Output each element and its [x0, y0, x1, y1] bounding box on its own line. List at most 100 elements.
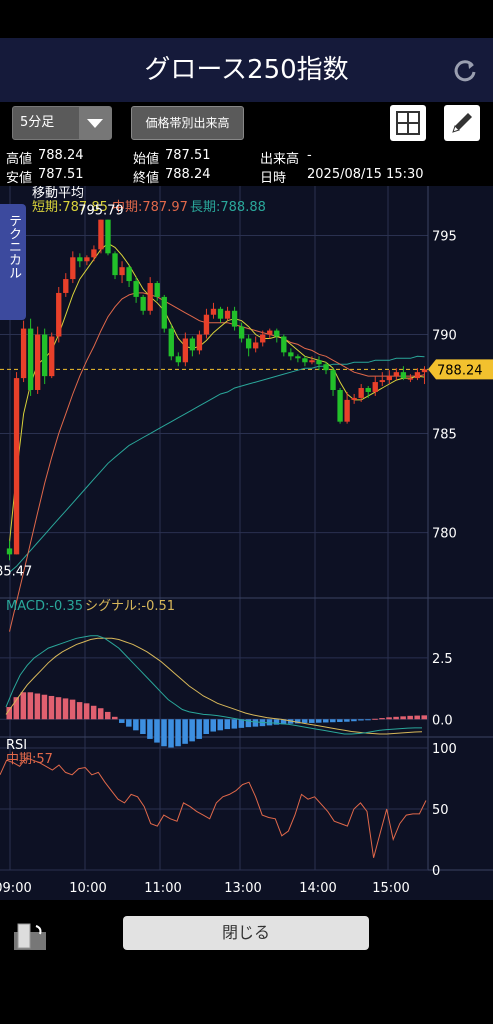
candle-body	[112, 253, 118, 276]
macd-histogram-bar	[323, 719, 329, 723]
rsi-tick-label: 0	[432, 864, 440, 879]
candle-body	[281, 336, 287, 353]
candle-body	[27, 328, 34, 390]
candle-body	[260, 334, 266, 343]
close-value: 788.24	[165, 167, 211, 182]
low-annotation: 785.47	[0, 564, 32, 579]
technical-tab[interactable]: テクニカル	[0, 204, 26, 320]
candle-body	[302, 358, 308, 363]
macd-histogram-bar	[344, 719, 350, 722]
candle-body	[161, 296, 167, 329]
macd-histogram-bar	[112, 716, 118, 720]
ma-legend-long: 長期:788.88	[190, 200, 266, 215]
candle-body	[98, 219, 104, 250]
macd-histogram-bar	[245, 719, 252, 728]
candles	[6, 219, 428, 561]
candle-body	[168, 328, 174, 357]
candle-body	[316, 360, 322, 365]
macd-histogram-bar	[20, 692, 27, 720]
candle-body	[119, 267, 125, 276]
macd-panel	[5, 635, 427, 748]
macd-histogram-bar	[379, 718, 385, 720]
rotate-phone-icon[interactable]	[12, 920, 48, 952]
low-label: 安値	[6, 171, 33, 186]
x-tick-label: 10:00	[69, 881, 106, 896]
candle-body	[351, 397, 357, 400]
refresh-icon[interactable]	[451, 56, 479, 84]
macd-histogram-bar	[287, 719, 294, 724]
candle-body	[196, 334, 203, 351]
candle-body	[56, 292, 62, 337]
candle-body	[105, 219, 111, 254]
macd-histogram-bar	[69, 699, 76, 720]
interval-select[interactable]: 5分足	[12, 106, 112, 140]
price-volume-button[interactable]: 価格帯別出来高	[131, 106, 244, 140]
macd-histogram-bar	[372, 718, 378, 720]
candle-body	[245, 338, 252, 349]
candle-body	[20, 328, 27, 379]
macd-histogram-bar	[154, 719, 160, 743]
open-label: 始値	[133, 152, 160, 167]
macd-histogram-bar	[400, 716, 406, 720]
ma-legend-title: 移動平均	[32, 186, 84, 201]
macd-histogram-bar	[301, 719, 308, 723]
candle-body	[231, 310, 238, 327]
draw-button[interactable]	[444, 105, 480, 141]
x-tick-label: 09:00	[0, 881, 32, 896]
pencil-icon	[452, 113, 472, 133]
candle-body	[70, 257, 76, 280]
ma-long-line	[9, 355, 425, 573]
macd-line	[5, 635, 422, 735]
macd-histogram-bar	[126, 719, 132, 727]
macd-histogram-bar	[231, 719, 238, 729]
macd-histogram-bar	[386, 717, 392, 720]
macd-histogram-bar	[119, 719, 125, 723]
price-tick-label: 780	[432, 527, 457, 542]
candle-body	[6, 548, 13, 555]
macd-histogram-bar	[189, 719, 195, 742]
macd-histogram-bar	[34, 693, 41, 720]
candle-body	[323, 364, 329, 371]
macd-histogram-bar	[315, 719, 322, 723]
x-tick-label: 11:00	[144, 881, 181, 896]
macd-histogram-bar	[27, 692, 34, 720]
candle-body	[295, 356, 301, 359]
chart-axes: 09:00 10:00 11:00 13:00 14:00 15:00 780 785 790 7…	[0, 230, 457, 896]
price-tick-label: 785	[432, 428, 457, 443]
chevron-down-icon	[79, 107, 111, 139]
candle-body	[330, 370, 336, 390]
chart[interactable]: 09:00 10:00 11:00 13:00 14:00 15:00 780 785 790 7…	[0, 186, 493, 900]
candle-body	[175, 356, 181, 363]
last-price-tag: 788.24	[428, 359, 493, 380]
candle-body	[414, 372, 421, 379]
close-button[interactable]: 閉じる	[123, 916, 369, 950]
layout-grid-button[interactable]	[390, 105, 426, 141]
macd-histogram-bar	[48, 695, 55, 720]
macd-histogram-bar	[365, 719, 371, 721]
macd-histogram-bar	[168, 719, 174, 748]
macd-histogram-bar	[407, 715, 413, 720]
x-tick-label: 14:00	[299, 881, 336, 896]
candle-body	[210, 308, 217, 315]
macd-legend-macd: MACD:-0.35	[6, 599, 83, 614]
macd-histogram-bar	[308, 719, 315, 723]
high-value: 788.24	[38, 148, 84, 163]
macd-histogram-bar	[203, 719, 209, 734]
x-tick-label: 13:00	[224, 881, 261, 896]
status-bar	[0, 0, 493, 38]
price-tag-shape	[428, 359, 493, 380]
time-value: 2025/08/15 15:30	[307, 167, 424, 182]
ma-mid-line	[9, 292, 425, 632]
price-tag-value: 788.24	[437, 363, 483, 378]
candle-body	[238, 326, 245, 339]
candle-body	[386, 376, 392, 381]
rsi-legend-title: RSI	[6, 738, 27, 753]
chart-background	[0, 186, 493, 900]
macd-signal-line	[5, 637, 423, 735]
candle-body	[126, 267, 132, 282]
candle-body	[274, 330, 280, 337]
page-title: グロース250指数	[144, 55, 349, 85]
candle-body	[182, 338, 189, 363]
candle-body	[337, 389, 343, 422]
candle-body	[253, 342, 259, 349]
